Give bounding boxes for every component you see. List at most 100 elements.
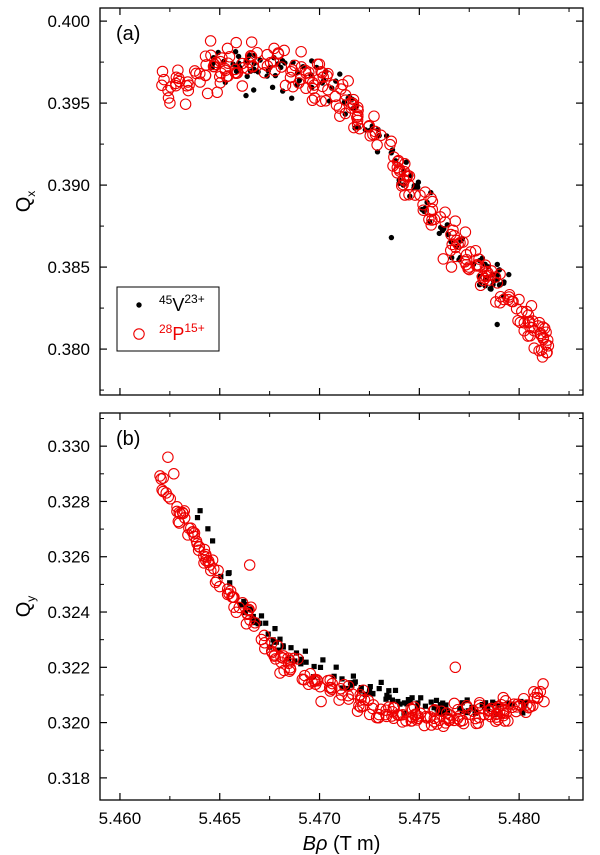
x-axis-label: Bρ (T m) [303, 833, 381, 855]
data-point [431, 705, 437, 711]
data-point [388, 234, 395, 241]
data-point [293, 77, 305, 89]
data-point [363, 708, 376, 721]
data-point [443, 702, 449, 708]
data-point [460, 253, 473, 266]
data-point [214, 77, 227, 89]
data-point [313, 58, 326, 70]
data-point [399, 158, 411, 170]
data-point [397, 173, 410, 185]
data-point [285, 65, 297, 78]
y-axis-label-main: Q [13, 197, 35, 213]
data-point [289, 95, 295, 101]
data-point [395, 180, 408, 192]
data-point [278, 44, 290, 57]
data-point [193, 540, 205, 553]
y-tick-label: 0.322 [47, 658, 90, 677]
data-point [524, 701, 536, 713]
data-point [258, 613, 265, 619]
data-point [345, 102, 357, 114]
data-point [309, 678, 322, 690]
data-point [472, 717, 484, 729]
data-point [156, 65, 169, 78]
data-point [392, 687, 399, 693]
data-point [303, 659, 309, 665]
data-point [422, 703, 428, 709]
legend-element: P [172, 324, 184, 344]
data-point [428, 213, 441, 226]
y-tick-label: 0.390 [47, 176, 90, 195]
data-point [337, 71, 343, 77]
data-point [200, 548, 212, 561]
data-point [347, 93, 360, 106]
data-point [171, 505, 183, 518]
data-point [542, 340, 555, 352]
data-point [212, 564, 224, 577]
y-tick-label: 0.324 [47, 603, 90, 622]
data-point [238, 602, 244, 608]
data-point [403, 188, 415, 201]
data-point [407, 698, 413, 704]
data-point [266, 637, 278, 649]
data-point [384, 694, 391, 700]
data-point [389, 697, 395, 703]
data-point [245, 50, 258, 63]
data-point [441, 707, 453, 719]
data-point [460, 700, 473, 712]
data-point [411, 714, 423, 726]
data-point [476, 271, 489, 283]
data-point [269, 64, 281, 77]
data-point [188, 65, 201, 77]
data-point [533, 344, 545, 357]
legend-mass-number: 45 [159, 293, 173, 307]
data-point [366, 689, 372, 695]
data-point [478, 272, 491, 285]
data-point [403, 170, 416, 182]
data-point [403, 159, 409, 165]
data-point [490, 296, 502, 308]
data-point [369, 128, 382, 141]
data-point [404, 701, 410, 707]
data-point [482, 708, 495, 721]
data-point [236, 80, 249, 92]
y-tick-label: 0.318 [47, 769, 90, 788]
data-point [499, 704, 511, 716]
data-point [424, 711, 437, 723]
data-point [358, 685, 364, 691]
data-point [315, 695, 327, 708]
data-point [391, 167, 403, 179]
data-point [336, 78, 349, 91]
data-point [453, 710, 465, 722]
data-point [272, 47, 284, 59]
data-point [392, 709, 405, 722]
data-point [319, 95, 332, 107]
plot-frame [99, 7, 584, 396]
data-point [418, 719, 431, 732]
data-point [245, 36, 258, 48]
data-point [516, 305, 528, 318]
data-point [249, 617, 261, 629]
data-point [316, 80, 329, 93]
legend: 45V23+ 28P15+ [116, 286, 220, 352]
data-point [213, 580, 226, 593]
data-point [270, 637, 276, 643]
data-point [506, 701, 518, 714]
data-point [437, 253, 450, 265]
data-point [483, 700, 489, 706]
data-point [485, 702, 498, 715]
data-point [342, 75, 354, 87]
data-point [317, 664, 324, 670]
data-point [507, 295, 519, 308]
plot-frame [99, 412, 584, 801]
data-point [178, 512, 191, 524]
data-point [177, 507, 189, 520]
data-point [277, 636, 283, 642]
data-point [352, 109, 364, 121]
data-point [206, 554, 219, 566]
data-point [428, 699, 434, 705]
data-point [303, 66, 315, 79]
data-point [523, 701, 535, 714]
data-point [537, 678, 549, 690]
data-point [513, 293, 525, 306]
data-point [293, 650, 300, 656]
